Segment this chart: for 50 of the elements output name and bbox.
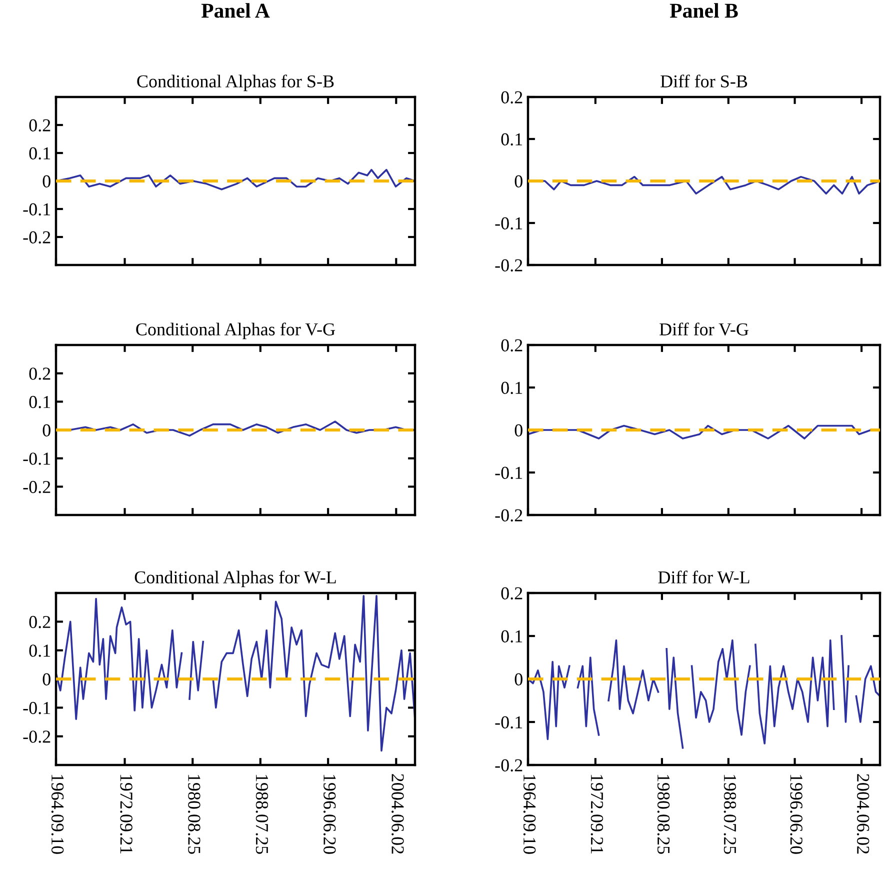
y-tick-label: 0.1: [501, 630, 522, 643]
y-tick-label: -0.2: [23, 730, 50, 743]
y-tick-label: -0.1: [23, 452, 50, 465]
y-tick-label: -0.1: [495, 217, 522, 230]
chart-subtitle: Diff for V-G: [660, 322, 748, 336]
x-tick-label: 1988.07.25: [724, 774, 736, 854]
y-tick-label: 0.1: [29, 644, 50, 657]
chart-subtitle: Conditional Alphas for W-L: [134, 570, 336, 588]
y-tick-label: 0.1: [501, 133, 522, 146]
x-tick-label: 1980.08.25: [188, 774, 200, 854]
x-tick-label: 1996.06.20: [790, 774, 802, 854]
y-tick-label: -0.2: [495, 759, 522, 772]
x-tick-label: 1996.06.20: [323, 774, 336, 854]
y-tick-label: 0.2: [29, 368, 50, 380]
chart-subtitle: Diff for W-L: [658, 570, 750, 584]
y-tick-label: 0: [42, 175, 50, 188]
y-tick-label: 0.2: [501, 91, 522, 104]
y-tick-label: 0.2: [29, 119, 50, 132]
y-tick-label: 0: [514, 424, 522, 436]
y-tick-label: -0.1: [495, 716, 522, 729]
x-tick-label: 1972.09.21: [120, 774, 132, 854]
chart-subtitle: Conditional Alphas for V-G: [136, 322, 336, 340]
y-tick-label: -0.2: [23, 231, 50, 244]
y-tick-label: 0.2: [501, 587, 522, 600]
chart-title: Panel A: [201, 3, 270, 18]
x-tick-label: 1988.07.25: [256, 774, 268, 854]
y-tick-label: 0: [514, 175, 522, 188]
x-tick-label: 1964.09.10: [51, 774, 64, 854]
y-tick-label: 0: [42, 673, 50, 686]
y-tick-label: 0: [42, 424, 50, 436]
x-tick-label: 1964.09.10: [523, 774, 536, 854]
y-tick-label: 0.1: [501, 382, 522, 394]
y-tick-label: 0.2: [29, 616, 50, 628]
y-tick-label: -0.2: [495, 259, 522, 272]
y-tick-label: 0.1: [29, 396, 50, 408]
y-tick-label: -0.1: [495, 466, 522, 480]
chart-subtitle: Conditional Alphas for S-B: [137, 74, 334, 92]
y-tick-label: 0: [514, 673, 522, 686]
y-tick-label: -0.2: [495, 509, 522, 522]
y-tick-label: 0.1: [29, 147, 50, 160]
x-tick-label: 2004.06.02: [856, 774, 870, 854]
y-tick-label: 0.2: [501, 339, 522, 352]
y-tick-label: -0.1: [23, 702, 50, 714]
y-tick-label: -0.1: [23, 203, 50, 216]
chart-title: Panel B: [670, 3, 738, 18]
x-tick-label: 2004.06.02: [392, 774, 404, 854]
y-tick-label: -0.2: [23, 480, 50, 494]
x-tick-label: 1980.08.25: [657, 774, 670, 854]
x-tick-label: 1972.09.21: [590, 774, 604, 854]
chart-subtitle: Diff for S-B: [660, 74, 748, 88]
